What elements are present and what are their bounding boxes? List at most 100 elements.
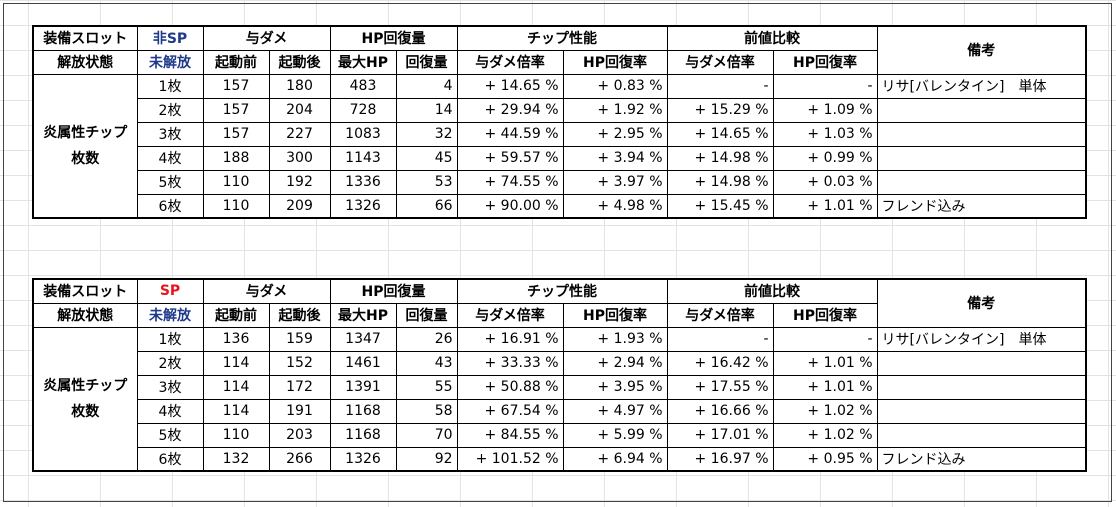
- hp-rate-cell[interactable]: + 2.95 %: [562, 121, 668, 147]
- after-cell[interactable]: 209: [268, 193, 331, 219]
- before-cell[interactable]: 110: [202, 169, 270, 195]
- hp-rate-cell[interactable]: + 3.94 %: [562, 145, 668, 171]
- slot-label[interactable]: 装備スロット: [32, 25, 138, 51]
- recovery-cell[interactable]: 45: [395, 145, 458, 171]
- dmg-rate-cell[interactable]: + 84.55 %: [456, 422, 564, 448]
- dmg-rate-cell[interactable]: + 44.59 %: [456, 121, 564, 147]
- col-max-hp-header[interactable]: 最大HP: [329, 49, 397, 75]
- row-group-label[interactable]: 炎属性チップ 枚数: [32, 73, 138, 219]
- prev-dmg-cell[interactable]: + 15.29 %: [666, 97, 774, 123]
- recovery-cell[interactable]: 43: [395, 350, 458, 376]
- col-before-header[interactable]: 起動前: [202, 49, 270, 75]
- max-hp-cell[interactable]: 1326: [329, 446, 397, 472]
- prev-dmg-cell[interactable]: + 16.42 %: [666, 350, 774, 376]
- chip-count-cell[interactable]: 4枚: [136, 398, 204, 424]
- prev-hp-cell[interactable]: -: [772, 326, 878, 352]
- chip-count-cell[interactable]: 6枚: [136, 193, 204, 219]
- note-cell[interactable]: リサ[バレンタイン] 単体: [876, 73, 1087, 99]
- prev-hp-cell[interactable]: + 1.01 %: [772, 350, 878, 376]
- prev-dmg-cell[interactable]: + 16.66 %: [666, 398, 774, 424]
- prev-dmg-cell[interactable]: -: [666, 326, 774, 352]
- col-recovery-header[interactable]: 回復量: [395, 302, 458, 328]
- recovery-cell[interactable]: 14: [395, 97, 458, 123]
- max-hp-cell[interactable]: 1168: [329, 398, 397, 424]
- hp-rate-cell[interactable]: + 2.94 %: [562, 350, 668, 376]
- before-cell[interactable]: 110: [202, 193, 270, 219]
- hp-rate-cell[interactable]: + 4.98 %: [562, 193, 668, 219]
- recovery-cell[interactable]: 55: [395, 374, 458, 400]
- after-cell[interactable]: 266: [268, 446, 331, 472]
- recovery-cell[interactable]: 92: [395, 446, 458, 472]
- prev-hp-cell[interactable]: + 0.99 %: [772, 145, 878, 171]
- recovery-cell[interactable]: 26: [395, 326, 458, 352]
- state-value[interactable]: 未解放: [136, 302, 204, 328]
- max-hp-cell[interactable]: 1168: [329, 422, 397, 448]
- chip-count-cell[interactable]: 3枚: [136, 121, 204, 147]
- max-hp-cell[interactable]: 483: [329, 73, 397, 99]
- col-dmg-rate-header[interactable]: 与ダメ倍率: [456, 302, 564, 328]
- note-cell[interactable]: [876, 374, 1087, 400]
- max-hp-cell[interactable]: 728: [329, 97, 397, 123]
- slot-value[interactable]: 非SP: [136, 25, 204, 51]
- chip-count-cell[interactable]: 2枚: [136, 350, 204, 376]
- before-cell[interactable]: 114: [202, 374, 270, 400]
- max-hp-cell[interactable]: 1143: [329, 145, 397, 171]
- hp-rate-cell[interactable]: + 3.95 %: [562, 374, 668, 400]
- dmg-rate-cell[interactable]: + 14.65 %: [456, 73, 564, 99]
- col-prev-hp-rate-header[interactable]: HP回復率: [772, 302, 878, 328]
- recovery-cell[interactable]: 53: [395, 169, 458, 195]
- prev-hp-cell[interactable]: + 1.09 %: [772, 97, 878, 123]
- prev-hp-cell[interactable]: + 0.03 %: [772, 169, 878, 195]
- before-cell[interactable]: 157: [202, 121, 270, 147]
- col-hp-rate-header[interactable]: HP回復率: [562, 302, 668, 328]
- slot-value[interactable]: SP: [136, 278, 204, 304]
- prev-hp-cell[interactable]: + 1.01 %: [772, 374, 878, 400]
- col-recovery-header[interactable]: 回復量: [395, 49, 458, 75]
- after-cell[interactable]: 192: [268, 169, 331, 195]
- state-label[interactable]: 解放状態: [32, 302, 138, 328]
- note-cell[interactable]: フレンド込み: [876, 446, 1087, 472]
- note-cell[interactable]: [876, 422, 1087, 448]
- note-cell[interactable]: [876, 398, 1087, 424]
- hp-rate-cell[interactable]: + 5.99 %: [562, 422, 668, 448]
- after-cell[interactable]: 191: [268, 398, 331, 424]
- col-prev-hp-rate-header[interactable]: HP回復率: [772, 49, 878, 75]
- before-cell[interactable]: 157: [202, 73, 270, 99]
- group-chip-header[interactable]: チップ性能: [456, 25, 668, 51]
- hp-rate-cell[interactable]: + 4.97 %: [562, 398, 668, 424]
- prev-hp-cell[interactable]: + 1.01 %: [772, 193, 878, 219]
- dmg-rate-cell[interactable]: + 50.88 %: [456, 374, 564, 400]
- prev-hp-cell[interactable]: + 1.02 %: [772, 398, 878, 424]
- before-cell[interactable]: 114: [202, 350, 270, 376]
- prev-dmg-cell[interactable]: + 16.97 %: [666, 446, 774, 472]
- group-damage-header[interactable]: 与ダメ: [202, 25, 331, 51]
- col-before-header[interactable]: 起動前: [202, 302, 270, 328]
- note-cell[interactable]: [876, 169, 1087, 195]
- col-after-header[interactable]: 起動後: [268, 302, 331, 328]
- after-cell[interactable]: 172: [268, 374, 331, 400]
- max-hp-cell[interactable]: 1461: [329, 350, 397, 376]
- max-hp-cell[interactable]: 1326: [329, 193, 397, 219]
- recovery-cell[interactable]: 32: [395, 121, 458, 147]
- prev-dmg-cell[interactable]: + 14.98 %: [666, 145, 774, 171]
- dmg-rate-cell[interactable]: + 90.00 %: [456, 193, 564, 219]
- state-label[interactable]: 解放状態: [32, 49, 138, 75]
- chip-count-cell[interactable]: 5枚: [136, 169, 204, 195]
- prev-dmg-cell[interactable]: + 14.65 %: [666, 121, 774, 147]
- note-cell[interactable]: リサ[バレンタイン] 単体: [876, 326, 1087, 352]
- col-after-header[interactable]: 起動後: [268, 49, 331, 75]
- dmg-rate-cell[interactable]: + 101.52 %: [456, 446, 564, 472]
- chip-count-cell[interactable]: 1枚: [136, 73, 204, 99]
- note-cell[interactable]: [876, 97, 1087, 123]
- after-cell[interactable]: 204: [268, 97, 331, 123]
- prev-hp-cell[interactable]: + 1.02 %: [772, 422, 878, 448]
- hp-rate-cell[interactable]: + 6.94 %: [562, 446, 668, 472]
- hp-rate-cell[interactable]: + 1.92 %: [562, 97, 668, 123]
- recovery-cell[interactable]: 58: [395, 398, 458, 424]
- before-cell[interactable]: 157: [202, 97, 270, 123]
- notes-header[interactable]: 備考: [876, 25, 1087, 75]
- col-hp-rate-header[interactable]: HP回復率: [562, 49, 668, 75]
- before-cell[interactable]: 188: [202, 145, 270, 171]
- before-cell[interactable]: 114: [202, 398, 270, 424]
- group-damage-header[interactable]: 与ダメ: [202, 278, 331, 304]
